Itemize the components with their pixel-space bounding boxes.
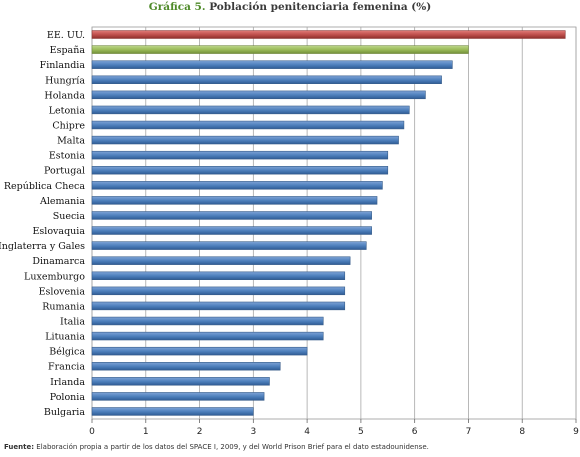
x-axis-ticks: 0 1 2 3 4 5 6 7 8 9 <box>89 419 579 437</box>
category-label: Bulgaria <box>44 407 85 418</box>
source-note: Fuente: Elaboración propia a partir de l… <box>4 443 429 451</box>
category-label: Holanda <box>44 90 85 101</box>
category-label: Hungría <box>45 75 85 86</box>
category-label: Chipre <box>52 121 85 132</box>
bar <box>91 90 426 100</box>
bar <box>91 181 383 190</box>
x-tick-label: 6 <box>412 427 418 437</box>
category-label: Luxemburgo <box>24 271 85 282</box>
x-tick-label: 0 <box>89 427 95 437</box>
source-text: Elaboración propia a partir de los datos… <box>36 443 429 451</box>
bar <box>91 301 346 311</box>
bar <box>91 346 308 356</box>
source-label: Fuente: <box>4 443 35 451</box>
bar <box>91 377 270 386</box>
category-label: Portugal <box>44 166 85 177</box>
x-tick-label: 9 <box>573 427 579 437</box>
bar <box>91 166 389 175</box>
category-label: Finlandia <box>40 60 86 71</box>
bar <box>91 241 367 250</box>
category-label: Estonia <box>49 151 86 162</box>
category-label: Bélgica <box>49 347 85 358</box>
x-tick-label: 5 <box>358 427 364 437</box>
bar <box>91 331 324 341</box>
category-label: Suecia <box>53 211 86 222</box>
bar <box>91 362 281 371</box>
bar <box>91 60 453 69</box>
category-label: Alemania <box>39 196 85 207</box>
x-tick-label: 2 <box>197 427 203 437</box>
category-labels: EE. UU. España Finlandia Hungría Holanda Leto… <box>0 30 85 418</box>
x-tick-label: 3 <box>250 427 256 437</box>
chart-title: Gráfica 5. Población penitenciaria femen… <box>0 0 580 14</box>
bar <box>91 226 372 235</box>
bars <box>91 30 566 416</box>
bar <box>91 407 254 416</box>
chart-title-lead: Gráfica 5. <box>148 1 206 13</box>
bar <box>91 392 265 401</box>
category-label: Rumania <box>42 301 85 312</box>
category-label: Irlanda <box>50 377 85 388</box>
bar <box>91 211 372 220</box>
category-label: Inglaterra y Gales <box>0 241 85 252</box>
plot-area-frame <box>91 26 577 420</box>
x-tick-label: 8 <box>519 427 525 437</box>
category-label: España <box>50 45 86 56</box>
bar <box>91 45 469 54</box>
bar <box>91 135 399 145</box>
bar <box>91 120 405 130</box>
bar <box>91 150 389 160</box>
x-tick-label: 1 <box>143 427 149 437</box>
category-label: Letonia <box>49 105 86 116</box>
category-label: Eslovenia <box>39 286 86 297</box>
category-label: Dinamarca <box>32 256 85 267</box>
bar <box>91 30 566 39</box>
gridlines <box>91 27 577 419</box>
category-label: Malta <box>57 136 85 147</box>
chart-title-text: Población penitenciaria femenina (%) <box>209 1 432 13</box>
category-label: Polonia <box>50 392 86 403</box>
bar <box>91 316 324 326</box>
bar <box>91 286 346 296</box>
x-tick-label: 4 <box>304 427 310 437</box>
category-label: Eslovaquia <box>32 226 85 237</box>
x-tick-label: 7 <box>466 427 472 437</box>
category-label: Lituania <box>45 332 85 343</box>
bar <box>91 75 442 84</box>
category-label: Francia <box>48 362 85 373</box>
category-label: República Checa <box>4 181 85 192</box>
bar <box>91 196 378 205</box>
bar <box>91 271 346 280</box>
category-label: Italia <box>60 317 85 328</box>
bar <box>91 105 410 115</box>
category-label: EE. UU. <box>47 30 85 41</box>
bar <box>91 256 351 265</box>
